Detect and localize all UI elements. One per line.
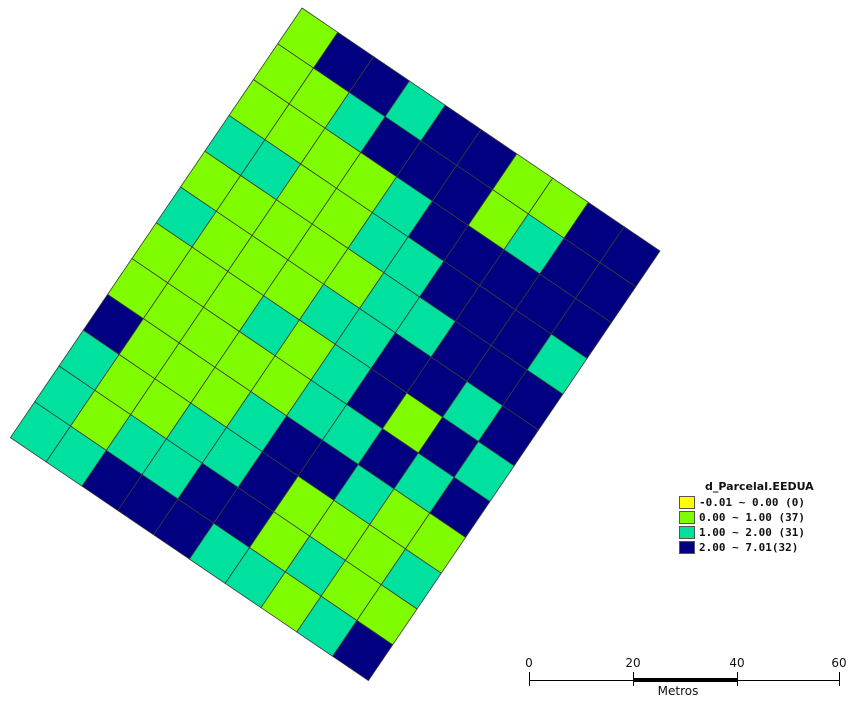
legend-label: 2.00 ~ 7.01(32) [699,541,799,554]
legend-item: 0.00 ~ 1.00 (37) [679,510,818,525]
legend-swatch [679,496,695,509]
legend-swatch [679,526,695,539]
map-legend: d_ParcelaI.EEDUA -0.01 ~ 0.00 (0) 0.00 ~… [675,477,822,559]
legend-label: 1.00 ~ 2.00 (31) [699,526,805,539]
parcel-cell [332,619,394,682]
legend-label: 0.00 ~ 1.00 (37) [699,511,805,524]
scale-tick [633,672,634,686]
scale-tick-label: 40 [729,656,745,670]
scale-tick [529,672,530,686]
legend-label: -0.01 ~ 0.00 (0) [699,496,805,509]
legend-swatch [679,541,695,554]
legend-swatch [679,511,695,524]
scale-tick-label: 20 [625,656,641,670]
scale-tick-label: 60 [831,656,847,670]
scale-tick [839,672,840,686]
legend-item: 1.00 ~ 2.00 (31) [679,525,818,540]
scale-tick-label: 0 [525,656,533,670]
scale-segment [633,678,737,682]
legend-item: 2.00 ~ 7.01(32) [679,540,818,555]
scale-bar: 0 20 40 60 Metros [520,656,849,716]
scale-unit: Metros [657,684,699,698]
legend-item: -0.01 ~ 0.00 (0) [679,495,818,510]
scale-tick [737,672,738,686]
parcel-cells [9,7,661,682]
legend-title: d_ParcelaI.EEDUA [705,480,814,493]
